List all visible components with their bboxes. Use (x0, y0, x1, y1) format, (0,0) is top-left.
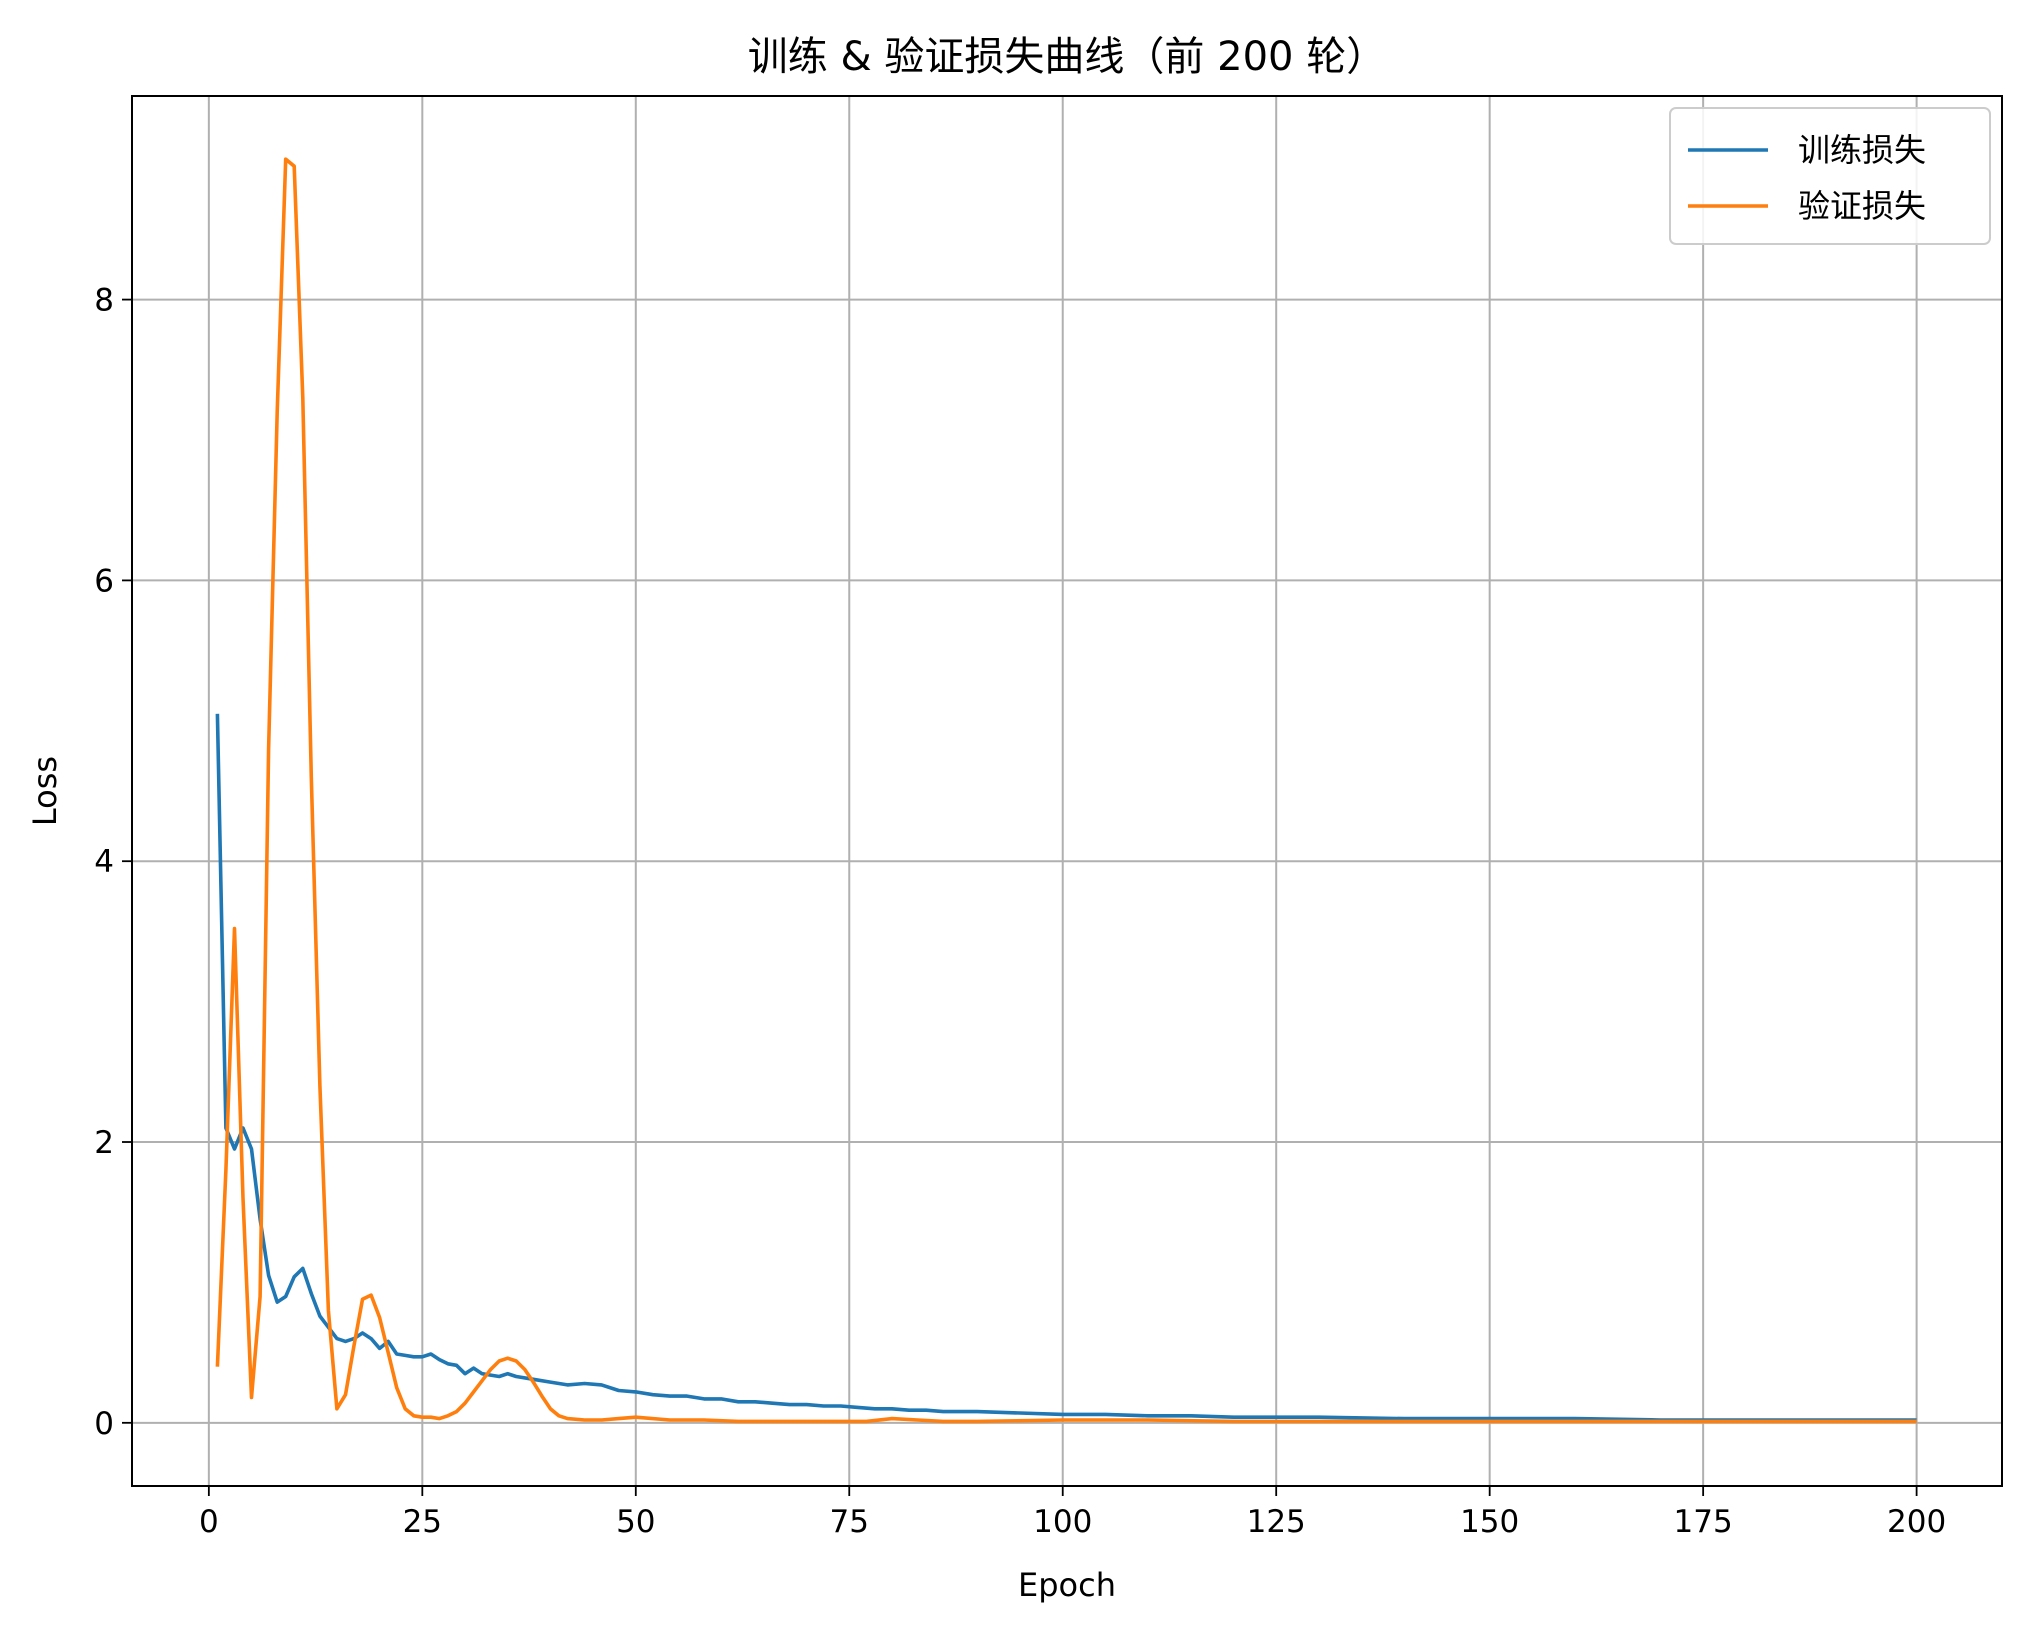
x-tick-label: 200 (1887, 1504, 1946, 1540)
series-line-2 (215, 157, 1917, 1424)
x-tick-label: 125 (1247, 1504, 1306, 1540)
x-tick-label: 0 (199, 1504, 219, 1540)
x-tick-label: 150 (1460, 1504, 1519, 1540)
x-tick-label: 100 (1033, 1504, 1092, 1540)
ticks: 0 25 50 75 100 125 150 175 200 0 2 4 6 8 (94, 283, 1946, 1540)
x-tick-label: 175 (1674, 1504, 1733, 1540)
y-tick-label: 0 (94, 1406, 114, 1442)
x-tick-label: 75 (830, 1504, 869, 1540)
y-axis-label: Loss (26, 756, 64, 826)
y-tick-label: 4 (94, 844, 114, 880)
series-layer (215, 157, 1917, 1424)
legend-box (1669, 107, 1991, 245)
x-axis-label: Epoch (1018, 1566, 1116, 1604)
y-tick-label: 8 (94, 283, 114, 319)
chart-title: 训练 & 验证损失曲线（前 200 轮） (748, 34, 1386, 80)
x-tick-label: 25 (403, 1504, 442, 1540)
y-tick-label: 2 (94, 1125, 114, 1161)
plot-frame (131, 95, 2003, 1487)
legend-label: 训练损失 (1798, 131, 1926, 169)
series-line-1 (215, 713, 1917, 1422)
legend-label: 验证损失 (1798, 187, 1926, 225)
y-tick-label: 6 (94, 563, 114, 599)
x-tick-label: 50 (616, 1504, 655, 1540)
